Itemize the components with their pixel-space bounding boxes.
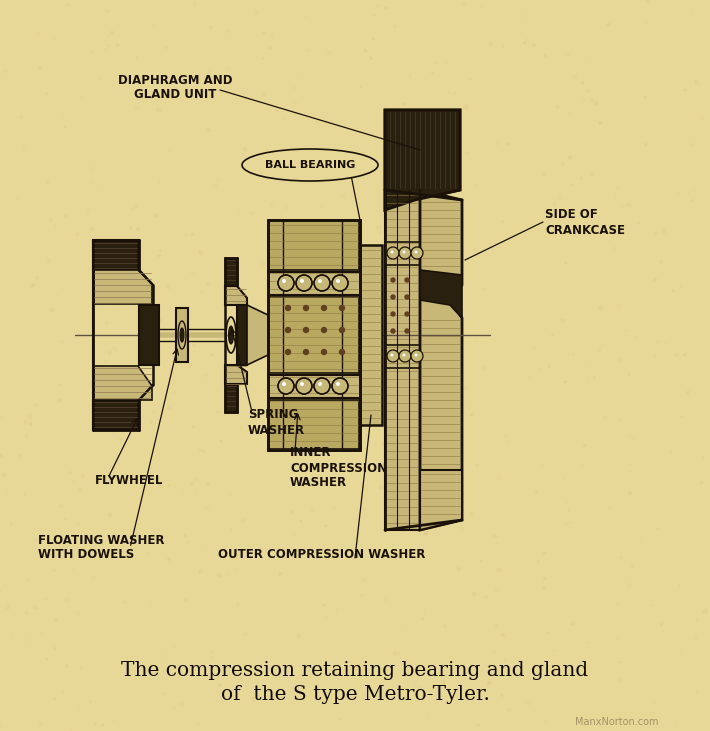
Bar [360, 245, 382, 425]
Circle shape [282, 279, 286, 283]
Circle shape [391, 295, 395, 299]
Circle shape [387, 350, 399, 362]
Text: DIAPHRAGM AND: DIAPHRAGM AND [118, 74, 232, 86]
Text: FLOATING WASHER: FLOATING WASHER [38, 534, 165, 547]
Polygon shape [225, 365, 247, 384]
Circle shape [339, 349, 344, 355]
Polygon shape [385, 110, 460, 210]
Circle shape [318, 279, 322, 283]
Circle shape [391, 312, 395, 316]
Text: WASHER: WASHER [290, 477, 347, 490]
Polygon shape [247, 305, 268, 365]
Text: CRANKCASE: CRANKCASE [545, 224, 625, 237]
Circle shape [278, 275, 294, 291]
Polygon shape [93, 240, 139, 270]
Polygon shape [269, 400, 359, 449]
Polygon shape [385, 110, 460, 210]
Polygon shape [94, 241, 138, 269]
Polygon shape [237, 305, 247, 365]
Circle shape [339, 306, 344, 311]
Text: of  the S type Metro-Tyler.: of the S type Metro-Tyler. [221, 686, 489, 705]
Circle shape [318, 382, 322, 386]
Circle shape [411, 247, 423, 259]
Circle shape [314, 378, 330, 394]
Circle shape [399, 350, 411, 362]
Polygon shape [94, 366, 152, 400]
Circle shape [411, 350, 423, 362]
Text: FLYWHEEL: FLYWHEEL [95, 474, 163, 487]
Polygon shape [94, 270, 152, 304]
Polygon shape [225, 258, 237, 286]
Polygon shape [94, 401, 138, 429]
Circle shape [403, 354, 405, 357]
Text: SPRING: SPRING [248, 409, 298, 422]
Circle shape [285, 349, 290, 355]
Circle shape [332, 275, 348, 291]
Bar [268, 220, 360, 450]
Circle shape [282, 382, 286, 386]
Circle shape [296, 378, 312, 394]
Polygon shape [225, 384, 237, 412]
Text: GLAND UNIT: GLAND UNIT [133, 88, 216, 102]
Text: ManxNorton.com: ManxNorton.com [575, 717, 658, 727]
Polygon shape [139, 305, 159, 365]
Circle shape [303, 306, 309, 311]
Circle shape [300, 382, 304, 386]
Circle shape [322, 306, 327, 311]
Polygon shape [269, 221, 359, 270]
Circle shape [303, 349, 309, 355]
Text: SIDE OF: SIDE OF [545, 208, 598, 221]
Circle shape [387, 247, 399, 259]
Circle shape [322, 349, 327, 355]
Polygon shape [269, 297, 359, 373]
Circle shape [285, 306, 290, 311]
Circle shape [405, 295, 409, 299]
Text: OUTER COMPRESSION WASHER: OUTER COMPRESSION WASHER [218, 548, 425, 561]
Circle shape [336, 279, 340, 283]
Text: BALL BEARING: BALL BEARING [265, 160, 355, 170]
Text: WITH DOWELS: WITH DOWELS [38, 548, 134, 561]
Polygon shape [385, 190, 420, 530]
Circle shape [322, 327, 327, 333]
Circle shape [285, 327, 290, 333]
Circle shape [314, 275, 330, 291]
Polygon shape [93, 400, 139, 430]
Text: The compression retaining bearing and gland: The compression retaining bearing and gl… [121, 661, 589, 680]
Text: COMPRESSION: COMPRESSION [290, 461, 387, 474]
Circle shape [336, 382, 340, 386]
Circle shape [415, 251, 417, 254]
Ellipse shape [242, 149, 378, 181]
Circle shape [405, 312, 409, 316]
Polygon shape [225, 286, 247, 305]
Circle shape [332, 378, 348, 394]
Circle shape [399, 247, 411, 259]
Polygon shape [176, 308, 188, 362]
Circle shape [339, 327, 344, 333]
Ellipse shape [229, 326, 234, 344]
Circle shape [300, 279, 304, 283]
Circle shape [296, 275, 312, 291]
Circle shape [415, 354, 417, 357]
Polygon shape [420, 190, 462, 530]
Polygon shape [420, 470, 462, 530]
Circle shape [405, 329, 409, 333]
Circle shape [391, 278, 395, 282]
Polygon shape [420, 270, 462, 318]
Circle shape [405, 278, 409, 282]
Circle shape [303, 327, 309, 333]
Text: INNER: INNER [290, 447, 332, 460]
Ellipse shape [180, 328, 184, 342]
Circle shape [391, 251, 393, 254]
Circle shape [391, 354, 393, 357]
Circle shape [403, 251, 405, 254]
Circle shape [278, 378, 294, 394]
Bar [268, 220, 360, 450]
Text: WASHER: WASHER [248, 423, 305, 436]
Circle shape [391, 329, 395, 333]
